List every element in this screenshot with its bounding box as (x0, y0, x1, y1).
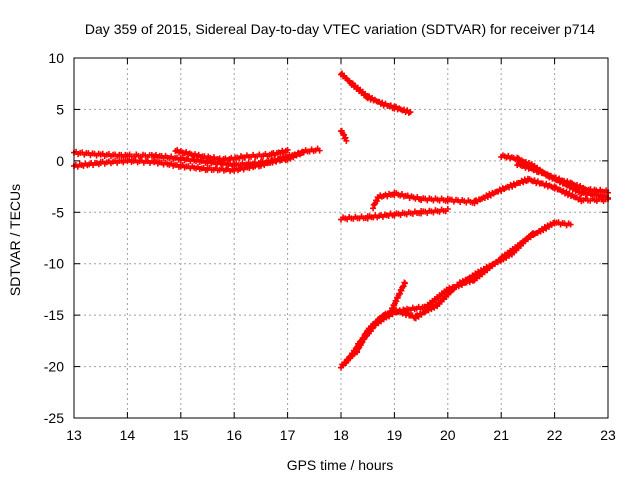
x-tick-label: 23 (600, 427, 616, 443)
data-point (284, 146, 291, 153)
data-point (369, 324, 376, 331)
x-tick-label: 18 (333, 427, 349, 443)
series-track-d (338, 70, 414, 116)
series-track-c (172, 146, 291, 164)
x-tick-label: 22 (547, 427, 563, 443)
y-tick-label: 10 (48, 50, 64, 66)
data-point (544, 171, 551, 178)
y-tick-label: -5 (52, 204, 65, 220)
data-point (343, 137, 350, 144)
series-track-f (338, 206, 451, 223)
data-point (444, 206, 451, 213)
x-tick-label: 16 (226, 427, 242, 443)
series-track-l (354, 279, 409, 351)
x-tick-label: 15 (173, 427, 189, 443)
x-tick-label: 17 (280, 427, 296, 443)
y-tick-label: -25 (44, 410, 64, 426)
y-axis-label: SDTVAR / TECUs (7, 184, 23, 296)
x-tick-label: 21 (493, 427, 509, 443)
series-track-j (338, 219, 574, 371)
data-point (402, 280, 409, 287)
data-point (520, 179, 527, 186)
y-tick-label: -20 (44, 359, 64, 375)
data-point (300, 148, 307, 155)
x-tick-label: 13 (66, 427, 82, 443)
data-point (567, 221, 574, 228)
x-axis-label: GPS time / hours (287, 457, 394, 473)
y-tick-label: 5 (56, 101, 64, 117)
y-tick-label: 0 (56, 153, 64, 169)
series-track-e (338, 127, 350, 144)
chart-title: Day 359 of 2015, Sidereal Day-to-day VTE… (85, 21, 595, 37)
series-track-b (71, 148, 307, 175)
data-point (530, 230, 537, 237)
axis-ticks: 13 14 15 16 17 18 19 20 21 22 23 10 5 0 -5 -10 -15 -20 -25 (44, 50, 616, 443)
data-point (407, 109, 414, 116)
data-point (316, 147, 323, 154)
data-markers (71, 70, 611, 371)
series-track-i (514, 160, 611, 201)
y-tick-label: -10 (44, 256, 64, 272)
x-tick-label: 19 (387, 427, 403, 443)
x-tick-label: 14 (120, 427, 136, 443)
y-tick-label: -15 (44, 307, 64, 323)
x-tick-label: 20 (440, 427, 456, 443)
